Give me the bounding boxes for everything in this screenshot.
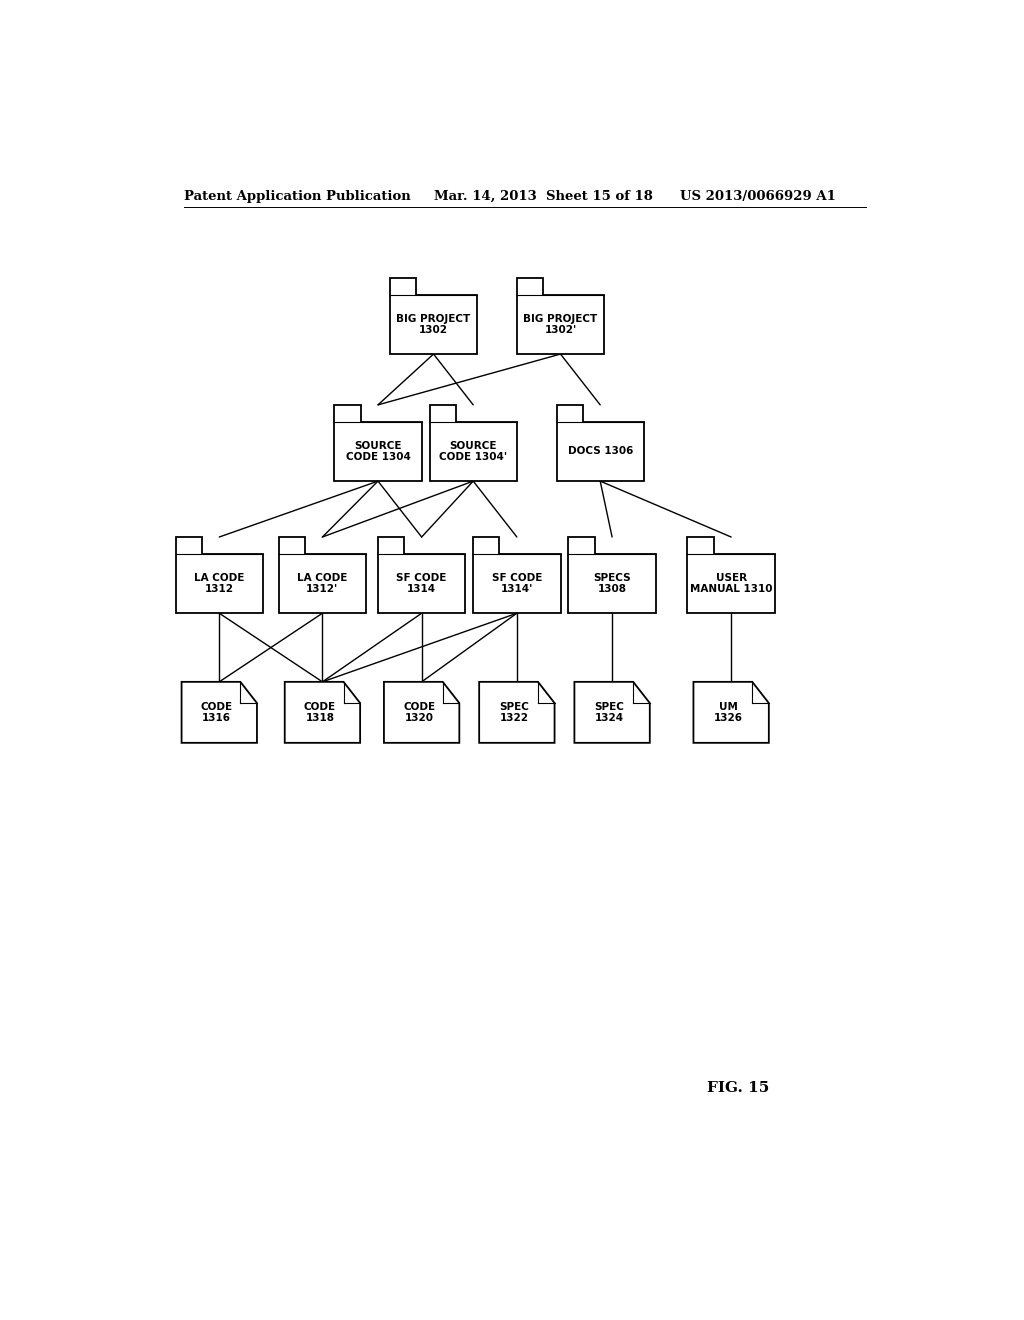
Text: BIG PROJECT
1302: BIG PROJECT 1302 bbox=[396, 314, 471, 335]
Polygon shape bbox=[384, 682, 460, 743]
Text: UM
1326: UM 1326 bbox=[714, 701, 743, 723]
Text: CODE
1316: CODE 1316 bbox=[201, 701, 232, 723]
Polygon shape bbox=[279, 537, 367, 614]
Polygon shape bbox=[378, 537, 465, 614]
Text: Mar. 14, 2013  Sheet 15 of 18: Mar. 14, 2013 Sheet 15 of 18 bbox=[433, 190, 652, 202]
Polygon shape bbox=[390, 277, 477, 354]
Polygon shape bbox=[181, 682, 257, 743]
Polygon shape bbox=[334, 405, 422, 480]
Text: SPEC
1324: SPEC 1324 bbox=[595, 701, 625, 723]
Polygon shape bbox=[285, 682, 360, 743]
Text: SPEC
1322: SPEC 1322 bbox=[500, 701, 529, 723]
Text: SPECS
1308: SPECS 1308 bbox=[593, 573, 631, 594]
Text: US 2013/0066929 A1: US 2013/0066929 A1 bbox=[680, 190, 836, 202]
Text: CODE
1318: CODE 1318 bbox=[304, 701, 336, 723]
Polygon shape bbox=[517, 277, 604, 354]
Polygon shape bbox=[568, 537, 655, 614]
Polygon shape bbox=[687, 537, 775, 614]
Polygon shape bbox=[430, 405, 517, 480]
Text: LA CODE
1312': LA CODE 1312' bbox=[297, 573, 347, 594]
Text: USER
MANUAL 1310: USER MANUAL 1310 bbox=[690, 573, 772, 594]
Text: BIG PROJECT
1302': BIG PROJECT 1302' bbox=[523, 314, 598, 335]
Text: SF CODE
1314: SF CODE 1314 bbox=[396, 573, 446, 594]
Text: SOURCE
CODE 1304': SOURCE CODE 1304' bbox=[439, 441, 507, 462]
Polygon shape bbox=[176, 537, 263, 614]
Text: CODE
1320: CODE 1320 bbox=[403, 701, 435, 723]
Text: FIG. 15: FIG. 15 bbox=[708, 1081, 770, 1096]
Text: SOURCE
CODE 1304: SOURCE CODE 1304 bbox=[345, 441, 411, 462]
Text: LA CODE
1312: LA CODE 1312 bbox=[195, 573, 245, 594]
Text: SF CODE
1314': SF CODE 1314' bbox=[492, 573, 542, 594]
Polygon shape bbox=[693, 682, 769, 743]
Polygon shape bbox=[574, 682, 650, 743]
Polygon shape bbox=[473, 537, 560, 614]
Text: DOCS 1306: DOCS 1306 bbox=[567, 446, 633, 457]
Polygon shape bbox=[479, 682, 555, 743]
Text: Patent Application Publication: Patent Application Publication bbox=[183, 190, 411, 202]
Polygon shape bbox=[556, 405, 644, 480]
